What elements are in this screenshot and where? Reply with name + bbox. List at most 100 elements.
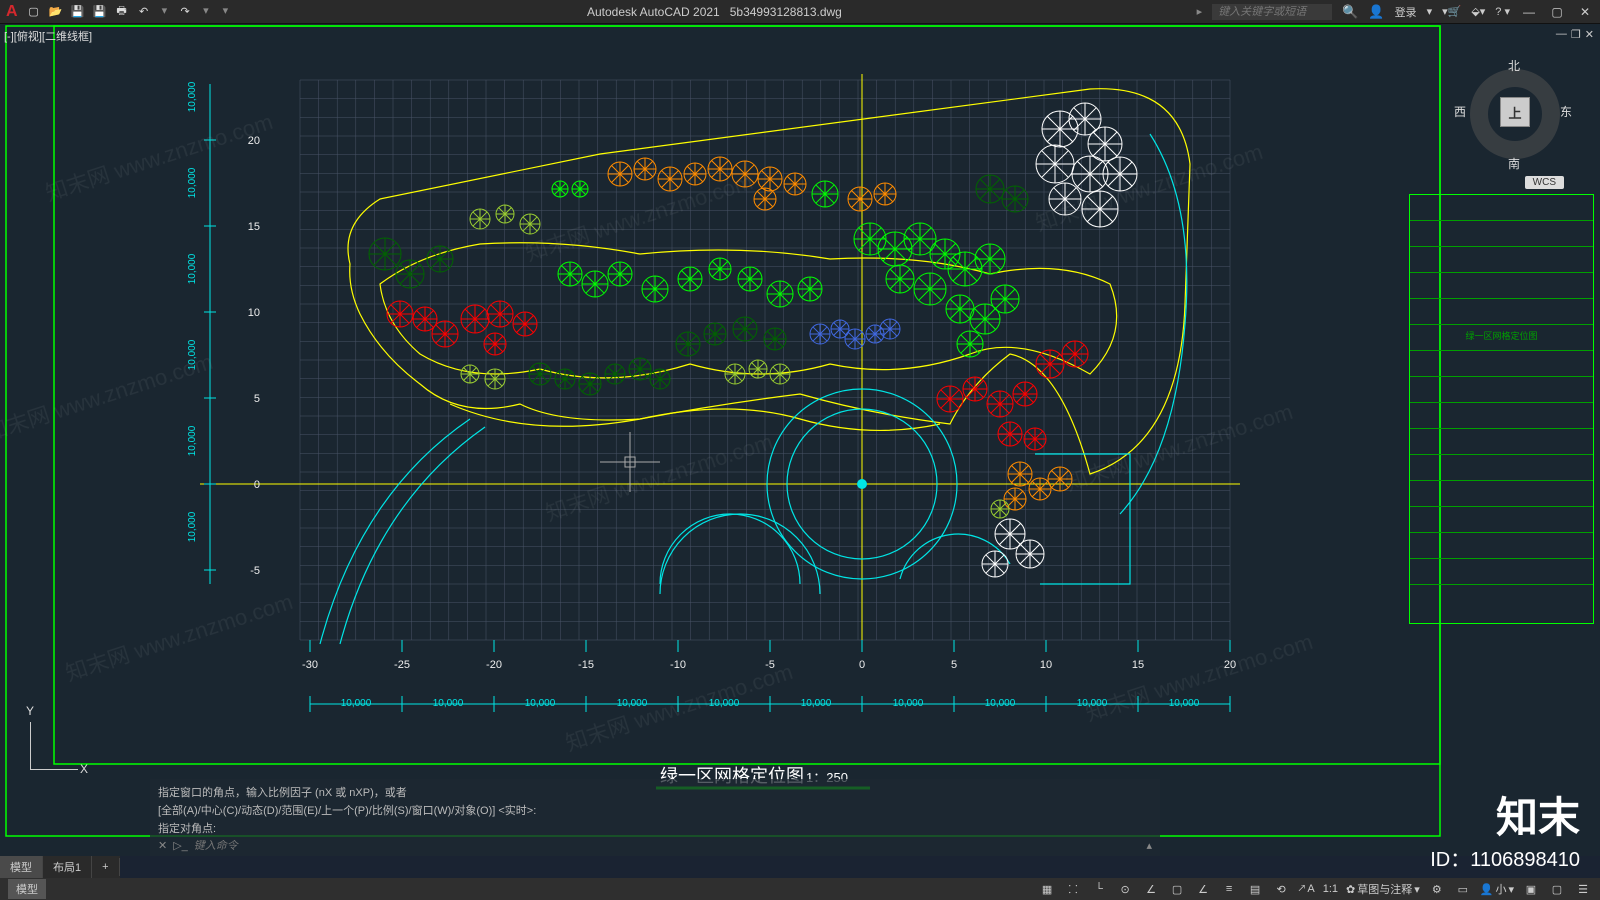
tab-model[interactable]: 模型 (0, 856, 43, 878)
login-caret-icon[interactable]: ▾ (1427, 5, 1433, 18)
panel-row (1410, 351, 1593, 377)
login-label[interactable]: 登录 (1395, 4, 1417, 20)
panel-row (1410, 403, 1593, 429)
command-history-line: 指定对角点: (158, 819, 1152, 837)
ucs-x-label: X (80, 762, 88, 776)
undo-icon[interactable]: ↶ (136, 4, 152, 20)
sb-model-toggle[interactable]: 模型 (8, 879, 46, 899)
tab-add[interactable]: + (92, 858, 119, 876)
search-icon[interactable]: 🔍 (1342, 4, 1358, 20)
svg-text:10,000: 10,000 (801, 698, 832, 709)
command-input[interactable] (194, 840, 1141, 852)
panel-row (1410, 273, 1593, 299)
svg-text:10,000: 10,000 (893, 698, 924, 709)
panel-row (1410, 429, 1593, 455)
viewcube-east[interactable]: 东 (1560, 103, 1572, 120)
viewcube[interactable]: 上 北 南 西 东 (1460, 59, 1570, 169)
close-button[interactable]: ✕ (1576, 5, 1594, 19)
sb-clean-icon[interactable]: ▢ (1548, 880, 1566, 898)
doc-minimize-button[interactable]: — (1556, 28, 1567, 41)
plot-icon[interactable]: 🖶 (114, 4, 130, 20)
brand-logo: 知末 (1496, 784, 1580, 845)
snap-icon[interactable]: ⸬ (1064, 880, 1082, 898)
wcs-badge[interactable]: WCS (1525, 176, 1564, 189)
svg-text:-15: -15 (578, 659, 594, 671)
ucs-icon[interactable]: Y X (30, 710, 90, 770)
panel-row (1410, 377, 1593, 403)
command-close-icon[interactable]: ✕ (158, 839, 167, 852)
svg-text:20: 20 (248, 135, 260, 147)
help-search-input[interactable] (1212, 4, 1332, 20)
cart-icon[interactable]: ▾🛒 (1442, 5, 1461, 18)
viewcube-south[interactable]: 南 (1508, 155, 1520, 172)
doc-window-controls: — ❐ ✕ (1556, 28, 1594, 41)
sb-anno-icon[interactable]: 🡕A (1298, 880, 1315, 899)
app-switch-icon[interactable]: ⬙▾ (1471, 5, 1485, 18)
panel-title: 绿一区网格定位图 (1410, 325, 1593, 351)
sb-workspace[interactable]: ✿ 草图与注释 ▾ (1346, 881, 1420, 897)
drawing-canvas[interactable]: — ❐ ✕ -30-25-20-15-10-505101520 -5051015… (0, 24, 1600, 856)
viewcube-top-face[interactable]: 上 (1500, 97, 1530, 127)
viewcube-north[interactable]: 北 (1508, 57, 1520, 74)
qat-more-icon[interactable]: ▾ (223, 4, 229, 20)
viewport-label[interactable]: [-][俯视][二维线框] (4, 28, 92, 44)
info-caret-icon[interactable]: ▸ (1197, 5, 1203, 18)
account-icon[interactable]: 👤 (1368, 4, 1384, 20)
svg-text:10,000: 10,000 (187, 511, 198, 542)
svg-text:15: 15 (1132, 659, 1144, 671)
ortho-icon[interactable]: └ (1090, 880, 1108, 898)
svg-text:5: 5 (254, 393, 260, 405)
svg-text:0: 0 (859, 659, 865, 671)
sb-scale[interactable]: 1:1 (1323, 883, 1338, 895)
command-prompt-icon: ▷_ (173, 839, 188, 852)
new-icon[interactable]: ▢ (26, 4, 42, 20)
panel-row (1410, 195, 1593, 221)
svg-text:10,000: 10,000 (341, 698, 372, 709)
open-icon[interactable]: 📂 (48, 4, 64, 20)
svg-text:10,000: 10,000 (187, 167, 198, 198)
sb-gear-icon[interactable]: ⚙ (1428, 880, 1446, 898)
title-bar: A ▢ 📂 💾 💾 🖶 ↶ ▾ ↷ ▾ ▾ Autodesk AutoCAD 2… (0, 0, 1600, 24)
svg-text:10,000: 10,000 (433, 698, 464, 709)
svg-text:-10: -10 (670, 659, 686, 671)
doc-close-button[interactable]: ✕ (1585, 28, 1594, 41)
sb-hw-icon[interactable]: ▣ (1522, 880, 1540, 898)
otrack-icon[interactable]: ∠ (1194, 880, 1212, 898)
command-history-line: 指定窗口的角点，输入比例因子 (nX 或 nXP)，或者 (158, 783, 1152, 801)
title-block-panel: 绿一区网格定位图 (1409, 194, 1594, 624)
iso-icon[interactable]: ∠ (1142, 880, 1160, 898)
svg-text:10,000: 10,000 (187, 253, 198, 284)
svg-text:10: 10 (248, 307, 260, 319)
caret-icon[interactable]: ▾ (162, 4, 168, 20)
transparency-icon[interactable]: ▤ (1246, 880, 1264, 898)
sb-monitor-icon[interactable]: ▭ (1454, 880, 1472, 898)
polar-icon[interactable]: ⊙ (1116, 880, 1134, 898)
doc-restore-button[interactable]: ❐ (1571, 28, 1581, 41)
saveas-icon[interactable]: 💾 (92, 4, 108, 20)
minimize-button[interactable]: — (1520, 5, 1538, 19)
cycling-icon[interactable]: ⟲ (1272, 880, 1290, 898)
redo-icon[interactable]: ↷ (177, 4, 193, 20)
caret-icon[interactable]: ▾ (203, 4, 209, 20)
sb-customize-icon[interactable]: ☰ (1574, 880, 1592, 898)
viewcube-west[interactable]: 西 (1454, 103, 1466, 120)
svg-text:10,000: 10,000 (187, 425, 198, 456)
panel-row (1410, 481, 1593, 507)
status-bar: 模型 ▦ ⸬ └ ⊙ ∠ ▢ ∠ ≡ ▤ ⟲ 🡕A 1:1 ✿ 草图与注释 ▾ … (0, 878, 1600, 900)
lineweight-icon[interactable]: ≡ (1220, 880, 1238, 898)
svg-text:20: 20 (1224, 659, 1236, 671)
maximize-button[interactable]: ▢ (1548, 5, 1566, 19)
save-icon[interactable]: 💾 (70, 4, 86, 20)
tab-layout1[interactable]: 布局1 (43, 856, 92, 878)
svg-text:-20: -20 (486, 659, 502, 671)
svg-text:10,000: 10,000 (187, 339, 198, 370)
help-icon[interactable]: ? ▾ (1495, 5, 1510, 18)
command-menu-icon[interactable]: ▴ (1146, 839, 1152, 852)
grid-icon[interactable]: ▦ (1038, 880, 1056, 898)
osnap-icon[interactable]: ▢ (1168, 880, 1186, 898)
svg-text:-25: -25 (394, 659, 410, 671)
sb-people[interactable]: 👤小▾ (1480, 881, 1514, 897)
command-history-line: [全部(A)/中心(C)/动态(D)/范围(E)/上一个(P)/比例(S)/窗口… (158, 801, 1152, 819)
svg-text:-5: -5 (765, 659, 775, 671)
svg-text:10: 10 (1040, 659, 1052, 671)
